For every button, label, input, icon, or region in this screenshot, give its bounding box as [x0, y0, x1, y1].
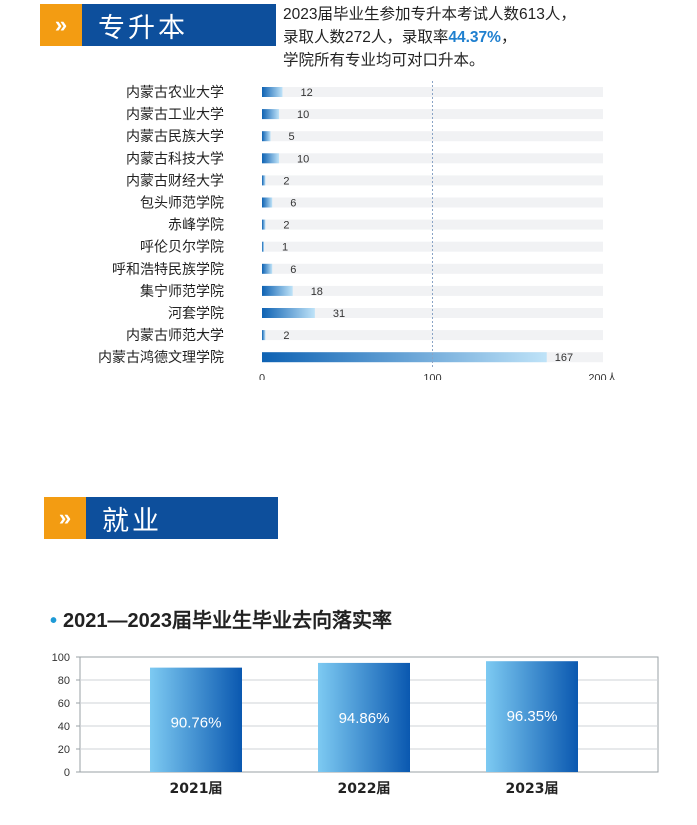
value-label: 2 — [283, 330, 289, 342]
bar — [262, 175, 266, 186]
bar-track — [262, 131, 603, 142]
value-label: 90.76% — [171, 715, 222, 732]
section-header-upgrade: » 专升本 — [40, 4, 276, 46]
y-tick-label: 80 — [58, 675, 70, 687]
bar-track — [262, 219, 603, 230]
value-label: 12 — [300, 87, 312, 99]
category-label: 包头师范学院 — [140, 195, 224, 212]
category-label: 内蒙古民族大学 — [126, 129, 224, 145]
category-label: 赤峰学院 — [168, 218, 224, 234]
y-tick-label: 0 — [64, 767, 70, 779]
bar — [262, 131, 271, 142]
intro-line-3: 学院所有专业均可对口升本。 — [283, 52, 485, 69]
value-label: 6 — [290, 198, 296, 210]
y-tick-label: 60 — [58, 698, 70, 710]
value-label: 2 — [283, 220, 289, 232]
bar-track — [262, 263, 603, 274]
value-label: 2 — [283, 175, 289, 187]
category-label: 2022届 — [338, 781, 391, 797]
value-label: 10 — [297, 153, 309, 165]
value-label: 31 — [333, 308, 345, 320]
double-chevron-icon: » — [40, 4, 82, 46]
category-label: 集宁师范学院 — [140, 283, 224, 300]
category-label: 2023届 — [506, 781, 559, 797]
bar — [262, 263, 273, 274]
value-label: 6 — [290, 264, 296, 276]
upgrade-intro-text: 2023届毕业生参加专升本考试人数613人， 录取人数272人，录取率44.37… — [283, 3, 576, 72]
category-label: 内蒙古科技大学 — [126, 151, 224, 167]
bar — [262, 308, 315, 318]
tick-label: 0 — [259, 372, 265, 380]
value-label: 18 — [311, 286, 323, 298]
bar — [262, 352, 547, 363]
category-label: 内蒙古工业大学 — [126, 107, 224, 123]
bar-track — [262, 175, 603, 186]
tick-label: 200人 — [588, 371, 617, 380]
intro-line-1: 2023届毕业生参加专升本考试人数613人， — [283, 6, 576, 23]
category-label: 内蒙古师范大学 — [126, 327, 224, 344]
category-label: 内蒙古农业大学 — [126, 85, 224, 101]
admission-rate: 44.37% — [448, 29, 501, 46]
value-label: 10 — [297, 109, 309, 121]
bar — [262, 219, 266, 230]
y-tick-label: 40 — [58, 721, 70, 733]
bar — [262, 109, 280, 120]
employment-rate-chart: 0 20 40 60 80 100 90.76% 2021届 94.86% 2022届 96.35%… — [52, 652, 659, 797]
category-label: 2021届 — [170, 781, 223, 797]
category-label: 内蒙古鸿德文理学院 — [98, 349, 224, 366]
double-chevron-icon: » — [44, 497, 86, 539]
bar-track — [262, 330, 603, 341]
tick-label: 100 — [423, 372, 441, 380]
bar — [262, 285, 293, 296]
value-label: 167 — [555, 352, 573, 364]
bar — [262, 330, 266, 341]
bar-track — [262, 87, 603, 97]
intro-line-2: 录取人数272人，录取率44.37%， — [283, 29, 517, 46]
section-title-upgrade: 专升本 — [82, 4, 276, 46]
value-label: 96.35% — [507, 708, 558, 725]
bar — [262, 241, 264, 252]
bar — [262, 87, 283, 97]
category-label: 呼伦贝尔学院 — [140, 240, 224, 256]
bar — [318, 662, 410, 772]
bar — [262, 197, 273, 208]
bar — [262, 153, 280, 164]
value-label: 5 — [289, 131, 295, 143]
section-header-employment: » 就业 — [44, 497, 278, 539]
employment-chart-title: • 2021—2023届毕业生毕业去向落实率 — [50, 610, 392, 632]
y-tick-label: 20 — [58, 744, 70, 756]
category-label: 河套学院 — [168, 306, 224, 322]
value-label: 94.86% — [339, 710, 390, 727]
category-label: 呼和浩特民族学院 — [112, 262, 224, 278]
value-label: 1 — [282, 242, 288, 254]
bar — [486, 661, 578, 772]
section-title-employment: 就业 — [86, 497, 278, 539]
category-label: 内蒙古财经大学 — [126, 173, 224, 189]
bar — [150, 667, 242, 772]
y-tick-label: 100 — [52, 652, 70, 664]
bullet-dot-icon: • — [50, 610, 58, 632]
